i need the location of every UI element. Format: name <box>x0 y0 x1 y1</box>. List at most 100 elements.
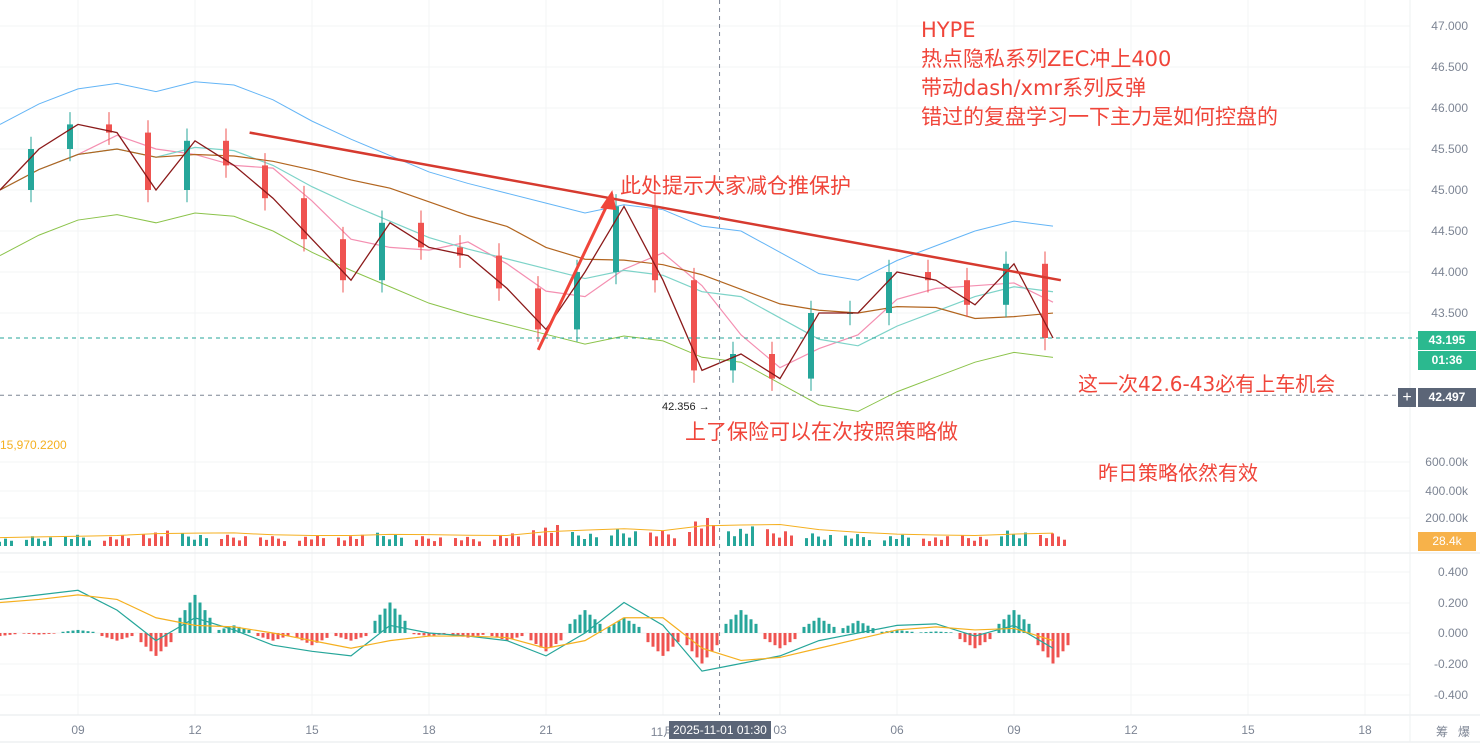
macd-histogram-bar <box>422 633 426 636</box>
volume-bar <box>337 537 340 546</box>
macd-histogram-bar <box>393 608 397 633</box>
macd-histogram-bar <box>300 633 304 641</box>
volume-bar <box>76 534 79 546</box>
macd-histogram-bar <box>344 633 348 640</box>
candle-body <box>769 354 775 379</box>
macd-histogram-bar <box>671 633 675 647</box>
volume-bar <box>784 531 787 546</box>
volume-bar <box>844 535 847 546</box>
macd-histogram-bar <box>734 614 738 633</box>
candle-body <box>730 354 736 371</box>
macd-histogram-bar <box>188 602 192 633</box>
volume-bar <box>655 536 658 546</box>
time-tick: 18 <box>422 723 436 737</box>
macd-histogram-bar <box>325 633 329 638</box>
volume-bar <box>517 536 520 546</box>
volume-bar <box>160 536 163 546</box>
macd-histogram-bar <box>612 623 616 633</box>
macd-histogram-bar <box>632 623 636 633</box>
macd-histogram-bar <box>481 633 485 635</box>
candle-body <box>223 140 229 166</box>
volume-bar <box>1012 534 1015 546</box>
volume-bar <box>1024 532 1027 546</box>
price-tick: 45.000 <box>1431 183 1468 197</box>
volume-bar <box>688 532 691 546</box>
volume-bar <box>82 537 85 546</box>
macd-histogram-bar <box>286 633 290 637</box>
insurance-note: 上了保险可以在次按照策略做 <box>685 420 958 444</box>
volume-bar <box>265 539 268 546</box>
moving-average-line <box>0 148 1054 320</box>
macd-histogram-bar <box>476 633 480 636</box>
macd-histogram-bar <box>154 633 158 656</box>
note-line: 热点隐私系列ZEC冲上400 <box>921 47 1172 71</box>
price-tick: 46.500 <box>1431 60 1468 74</box>
volume-total-label: 15,970.2200 <box>0 438 67 452</box>
macd-histogram-bar <box>37 633 41 635</box>
macd-histogram-bar <box>320 633 324 641</box>
macd-histogram-bar <box>768 633 772 643</box>
macd-histogram-bar <box>1022 619 1026 633</box>
volume-bar <box>946 536 949 546</box>
macd-histogram-bar <box>515 633 519 638</box>
macd-histogram-bar <box>217 629 221 633</box>
volume-bar <box>556 525 559 546</box>
volume-bar <box>49 537 52 546</box>
signal-line <box>0 594 1054 662</box>
volume-bar <box>805 538 808 546</box>
candle-body <box>652 206 658 281</box>
add-alert-plus-button[interactable]: + <box>1398 388 1416 407</box>
macd-histogram-bar <box>27 633 31 634</box>
volume-bar <box>154 532 157 546</box>
volume-ma-line <box>0 524 1054 539</box>
volume-bar <box>751 526 754 546</box>
volume-bar <box>883 540 886 546</box>
volume-bar <box>388 539 391 546</box>
macd-histogram-bar <box>354 633 358 640</box>
macd-histogram-bar <box>295 633 299 638</box>
chips-button[interactable]: 筹 <box>1436 725 1449 739</box>
macd-histogram-bar <box>593 619 597 633</box>
volume-bar <box>1057 536 1060 546</box>
volume-bar <box>634 531 637 546</box>
volume-bar <box>772 533 775 546</box>
macd-histogram-bar <box>237 626 241 633</box>
macd-histogram-bar <box>120 633 124 640</box>
volume-bar <box>454 538 457 546</box>
liquidation-button[interactable]: 爆 <box>1458 725 1471 739</box>
candle-body <box>379 222 385 281</box>
macd-histogram-bar <box>715 633 719 646</box>
volume-bar <box>571 532 574 546</box>
low-price-marker: 42.356 → <box>662 401 710 413</box>
macd-histogram-bar <box>378 614 382 633</box>
entry-zone-note: 这一次42.6-43必有上车机会 <box>1078 372 1336 396</box>
macd-histogram-bar <box>812 620 816 633</box>
volume-bar <box>868 540 871 546</box>
macd-histogram-bar <box>66 631 70 633</box>
macd-histogram-bar <box>315 633 319 643</box>
macd-histogram-bar <box>627 620 631 633</box>
volume-bar <box>973 540 976 546</box>
macd-histogram-bar <box>588 614 592 633</box>
close-price-line <box>0 123 1054 380</box>
macd-histogram-bar <box>76 629 80 633</box>
macd-histogram-bar <box>695 633 699 658</box>
candle-body <box>106 124 112 133</box>
volume-bar <box>745 533 748 546</box>
macd-histogram-bar <box>266 633 270 640</box>
volume-bar <box>466 536 469 546</box>
volume-bar <box>622 533 625 546</box>
macd-tick: -0.200 <box>1433 657 1468 671</box>
macd-tick: 0.000 <box>1437 626 1468 640</box>
macd-histogram-bar <box>900 630 904 633</box>
macd-tick: 0.200 <box>1437 596 1468 610</box>
volume-bar <box>349 536 352 546</box>
volume-bar <box>577 535 580 546</box>
time-tick: 15 <box>1241 723 1255 737</box>
volume-bar <box>667 534 670 546</box>
volume-bar <box>961 535 964 546</box>
candle-body <box>691 280 697 371</box>
macd-histogram-bar <box>822 620 826 633</box>
macd-histogram-bar <box>963 633 967 643</box>
